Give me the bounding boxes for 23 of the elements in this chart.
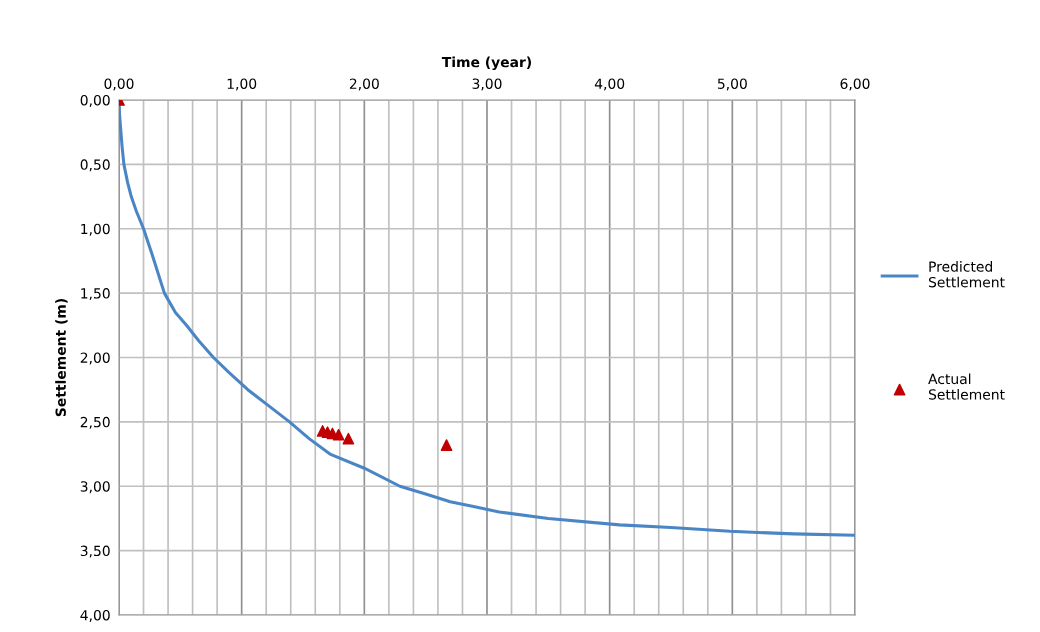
point: [440, 439, 453, 451]
y-tick-label: 4,00: [80, 609, 110, 622]
y-tick-label: 1,00: [81, 223, 110, 236]
x-tick-label: 3,00: [472, 78, 502, 91]
point: [332, 428, 345, 441]
legend-label: Predicted Settlement: [928, 261, 1005, 288]
y-tick-label: 3,50: [80, 545, 110, 558]
x-axis-title: Time (year): [441, 56, 531, 71]
legend-label: Actual Settlement: [928, 373, 1005, 400]
x-tick-label: 4,00: [594, 78, 625, 91]
y-tick-label: 2,50: [80, 416, 110, 429]
x-tick-label: 0,00: [104, 78, 134, 91]
y-tick-label: 0,00: [80, 94, 110, 107]
x-tick-label: 2,00: [349, 78, 379, 91]
x-tick-label: 5,00: [717, 78, 747, 91]
x-tick-label: 1,00: [227, 78, 257, 91]
y-tick-label: 3,00: [80, 481, 110, 494]
y-tick-label: 2,00: [80, 352, 110, 365]
point: [342, 432, 355, 445]
y-axis-title: Settlement (m): [55, 299, 68, 417]
y-tick-label: 0,50: [80, 159, 110, 172]
x-tick-label: 6,00: [840, 78, 870, 91]
y-tick-label: 1,50: [81, 288, 110, 301]
